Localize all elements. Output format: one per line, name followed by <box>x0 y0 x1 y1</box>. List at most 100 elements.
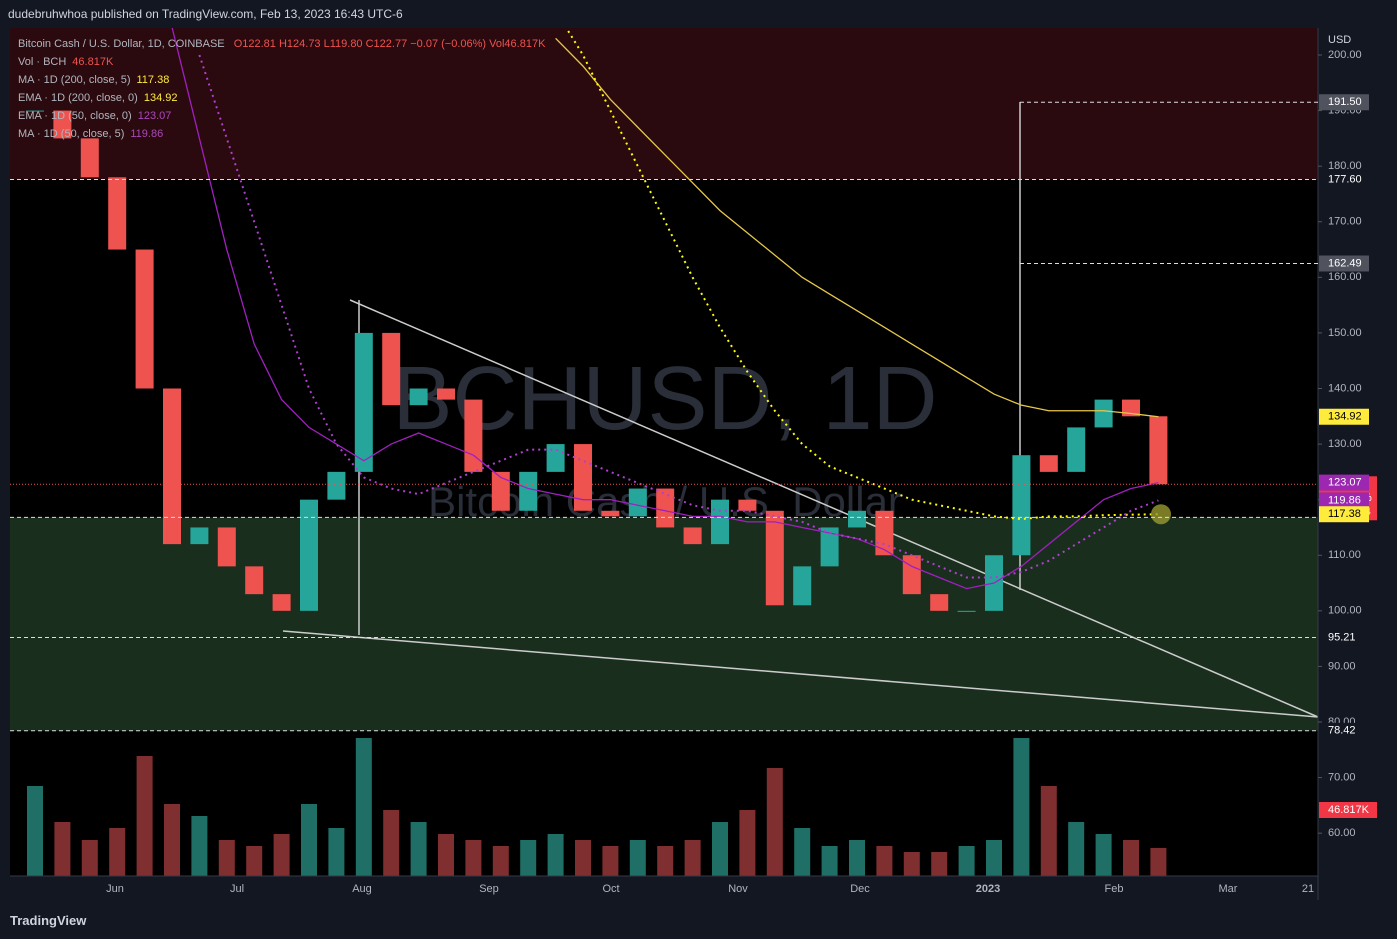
candle <box>574 444 592 511</box>
candle <box>1067 427 1086 472</box>
candle <box>53 110 72 139</box>
level-box <box>1319 171 1369 188</box>
indicator-line <box>171 28 1159 590</box>
price-tick-label: 60.00 <box>1328 827 1356 839</box>
price-tick-label: 100.00 <box>1328 605 1362 617</box>
volume-bar <box>821 846 838 876</box>
volume-bar <box>218 840 235 876</box>
publish-info: dudebruhwhoa published on TradingView.co… <box>8 7 403 21</box>
price-box-label: 123.07 <box>1328 477 1362 489</box>
volume-bar <box>438 834 454 876</box>
volume-bar <box>876 846 893 876</box>
candle <box>272 594 291 611</box>
legend: Bitcoin Cash / U.S. Dollar, 1D, COINBASE… <box>18 35 545 143</box>
price-tick-label: 130.00 <box>1328 438 1362 450</box>
price-box <box>1319 506 1369 523</box>
candle <box>738 499 757 511</box>
volume-bar <box>739 810 756 876</box>
time-tick-label: Feb <box>1105 883 1124 895</box>
candle <box>26 110 44 112</box>
volume-bar <box>1095 834 1112 876</box>
volume-bar <box>629 840 646 876</box>
candle <box>793 566 812 606</box>
volume-bar <box>54 822 71 876</box>
volume-bar <box>27 786 43 876</box>
volume-bar <box>903 852 920 876</box>
level-box <box>1319 722 1369 739</box>
candle <box>80 138 99 178</box>
legend-value: 117.38 <box>136 74 170 86</box>
legend-name: Vol · BCH <box>18 56 67 68</box>
volume-bar <box>712 822 728 876</box>
volume-bar <box>492 846 509 876</box>
price-box <box>1319 408 1369 425</box>
volume-bar <box>849 840 865 876</box>
candle <box>711 499 729 545</box>
price-box-label: 134.92 <box>1328 411 1362 423</box>
candle <box>848 510 866 528</box>
legend-value: 46.817K <box>72 56 114 68</box>
volume-bar <box>109 828 126 876</box>
candle <box>683 527 702 545</box>
candle <box>1094 399 1113 428</box>
time-tick-label: 2023 <box>976 883 1000 895</box>
indicator-line <box>565 28 1159 521</box>
candle <box>519 471 538 511</box>
volume-bar <box>520 840 537 876</box>
candle <box>628 488 647 517</box>
trendline <box>349 299 1318 718</box>
legend-value: 123.07 <box>137 110 172 122</box>
price-tick-label: 110.00 <box>1328 549 1361 561</box>
candle <box>1012 455 1031 556</box>
volume-bar <box>328 828 345 876</box>
legend-name: MA · 1D (200, close, 5) <box>18 74 131 86</box>
candle <box>354 332 373 472</box>
candle <box>108 177 127 250</box>
volume-bar <box>931 852 948 876</box>
time-tick-label: Oct <box>602 883 619 895</box>
candle <box>409 388 428 406</box>
volume-bar <box>1068 822 1085 876</box>
price-box <box>1319 474 1369 491</box>
time-tick-label: 21 <box>1302 883 1314 895</box>
price-box <box>1319 492 1369 509</box>
candle <box>190 527 209 545</box>
volume-bar <box>383 810 400 876</box>
level-box <box>1319 629 1369 646</box>
candle <box>875 510 894 556</box>
level-label: 78.42 <box>1328 725 1356 737</box>
marker <box>1151 504 1171 525</box>
candle <box>1122 399 1140 417</box>
volume-box <box>1319 802 1377 818</box>
candle <box>1039 455 1058 472</box>
candle <box>656 488 675 528</box>
candle <box>765 510 784 606</box>
candle <box>217 527 236 567</box>
volume-bar <box>164 804 180 876</box>
volume-bar <box>465 840 482 876</box>
volume-bar <box>794 828 811 876</box>
volume-bar <box>273 834 290 876</box>
time-tick-label: Jun <box>106 883 124 895</box>
volume-bar <box>410 822 427 876</box>
time-tick-label: Jul <box>230 883 244 895</box>
volume-bar <box>355 738 372 876</box>
level-label: 95.21 <box>1328 631 1356 643</box>
legend-value: 119.86 <box>130 128 164 140</box>
volume-box-label: 46.817K <box>1328 804 1370 816</box>
indicator-line <box>198 54 1159 579</box>
time-tick-label: Aug <box>352 883 372 895</box>
time-tick-label: Mar <box>1219 883 1238 895</box>
price-tick-label: 70.00 <box>1328 771 1356 783</box>
candle <box>382 332 401 406</box>
level-label: 162.49 <box>1328 257 1362 269</box>
volume-bar <box>81 840 98 876</box>
volume-bar <box>136 756 153 876</box>
time-tick-label: Sep <box>479 883 499 895</box>
time-tick-label: Nov <box>728 883 748 895</box>
price-tick-label: 140.00 <box>1328 382 1362 394</box>
volume-bar <box>657 846 674 876</box>
candle <box>902 555 921 595</box>
price-tick-label: 90.00 <box>1328 660 1356 672</box>
